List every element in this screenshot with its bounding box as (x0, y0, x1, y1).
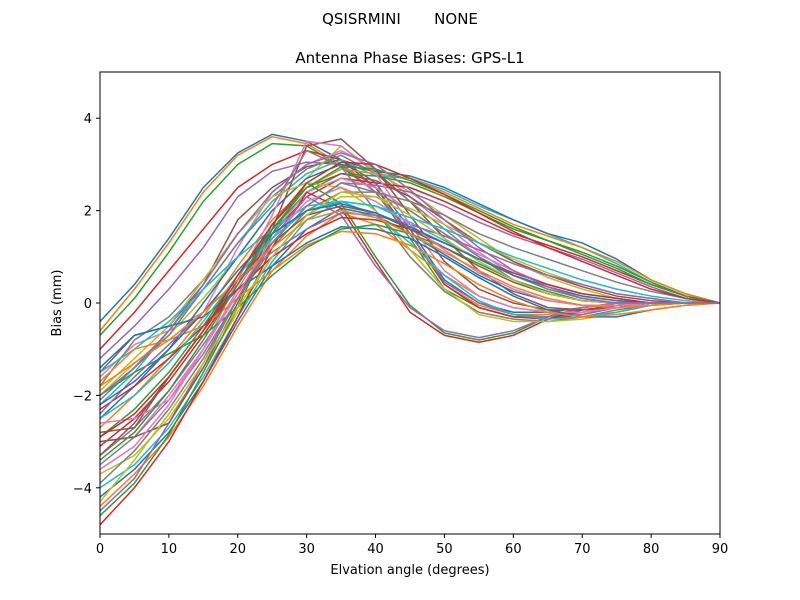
series-line (100, 186, 720, 470)
y-axis-label: Bias (mm) (50, 270, 65, 337)
x-tick-label: 80 (643, 542, 660, 557)
series-line (100, 161, 720, 438)
x-axis-label: Elvation angle (degrees) (330, 563, 489, 578)
y-tick-label: 4 (84, 112, 92, 127)
series-line (100, 182, 720, 457)
y-tick-label: −2 (73, 389, 92, 404)
x-ticks: 0 10 20 30 40 50 60 70 80 90 (96, 534, 728, 557)
series-line (100, 207, 720, 498)
series-line (100, 191, 720, 466)
series-line (100, 163, 720, 420)
x-tick-label: 60 (505, 542, 522, 557)
series-line (100, 200, 720, 373)
chart-title: Antenna Phase Biases: GPS-L1 (295, 49, 524, 67)
series-line (100, 152, 720, 396)
series-line (100, 226, 720, 369)
chart-suptitle: QSISRMINI NONE (322, 10, 478, 28)
series-line (100, 149, 720, 378)
x-tick-label: 40 (367, 542, 384, 557)
y-ticks: −4 −2 0 2 4 (73, 112, 100, 497)
x-tick-label: 50 (436, 542, 453, 557)
y-tick-label: 0 (84, 297, 92, 312)
series-line (100, 200, 720, 420)
series-line (100, 209, 720, 387)
series-line (100, 165, 720, 461)
x-tick-label: 90 (712, 542, 729, 557)
x-tick-label: 20 (230, 542, 247, 557)
x-tick-label: 10 (161, 542, 178, 557)
series-lines (100, 133, 720, 526)
y-tick-label: −4 (73, 482, 92, 497)
x-tick-label: 70 (574, 542, 591, 557)
x-tick-label: 30 (298, 542, 315, 557)
y-tick-label: 2 (84, 205, 92, 220)
x-tick-label: 0 (96, 542, 104, 557)
